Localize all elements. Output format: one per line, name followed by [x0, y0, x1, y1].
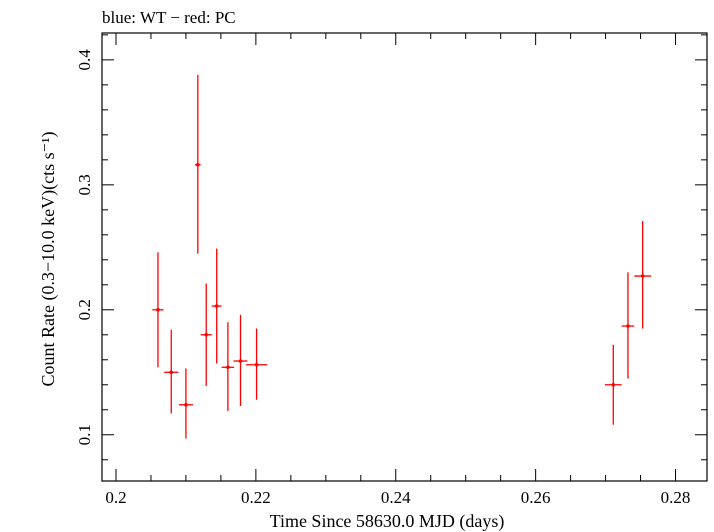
x-tick-label: 0.2: [105, 488, 126, 507]
y-tick-labels: 0.1 0.2 0.3 0.4: [75, 49, 94, 446]
data-point: [152, 252, 164, 368]
data-points: [152, 74, 652, 439]
data-point: [164, 329, 179, 414]
data-point: [200, 283, 212, 387]
point-marker: [626, 324, 630, 328]
point-marker: [611, 382, 616, 387]
data-point: [604, 344, 622, 425]
point-marker: [156, 307, 160, 312]
data-point: [221, 322, 235, 412]
data-point: [195, 74, 201, 254]
point-marker: [184, 402, 188, 407]
y-axis-title: Count Rate (0.3−10.0 keV)(cts s⁻¹): [38, 131, 59, 386]
x-tick-label: 0.28: [661, 488, 691, 507]
point-marker: [226, 365, 230, 370]
x-tick-labels: 0.2 0.22 0.24 0.26 0.28: [105, 488, 690, 507]
x-tick-label: 0.24: [381, 488, 411, 507]
point-marker: [640, 274, 645, 278]
data-point: [246, 328, 268, 400]
point-marker: [169, 370, 174, 375]
x-tick-label: 0.22: [241, 488, 271, 507]
y-tick-label: 0.3: [75, 174, 94, 195]
x-axis-title: Time Since 58630.0 MJD (days): [270, 511, 505, 532]
data-point: [634, 221, 652, 329]
point-marker: [238, 359, 243, 363]
axis-ticks: [102, 33, 707, 481]
y-tick-label: 0.2: [75, 299, 94, 320]
point-marker: [214, 304, 219, 308]
y-tick-label: 0.4: [75, 49, 94, 71]
chart-title: blue: WT − red: PC: [102, 8, 236, 27]
data-point: [233, 314, 248, 407]
data-point: [211, 248, 222, 364]
point-marker: [196, 163, 200, 167]
x-tick-label: 0.26: [521, 488, 551, 507]
y-tick-label: 0.1: [75, 424, 94, 445]
point-marker: [254, 362, 259, 367]
data-point: [178, 368, 193, 439]
point-marker: [204, 332, 209, 337]
plot-frame: [101, 32, 708, 482]
data-point: [621, 272, 635, 379]
